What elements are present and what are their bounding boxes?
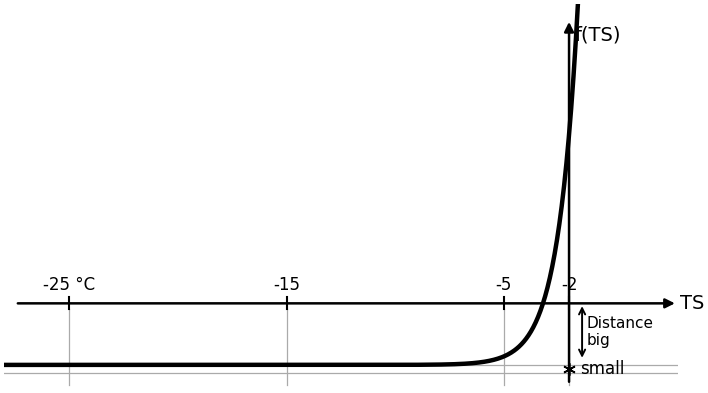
- Text: -5: -5: [496, 276, 512, 294]
- Text: -25 °C: -25 °C: [43, 276, 96, 294]
- Text: -15: -15: [273, 276, 300, 294]
- Text: TS: TS: [680, 294, 704, 313]
- Text: f(TS): f(TS): [574, 25, 621, 44]
- Text: -2: -2: [561, 276, 577, 294]
- Text: small: small: [580, 360, 624, 378]
- Text: Distance
big: Distance big: [586, 316, 653, 348]
